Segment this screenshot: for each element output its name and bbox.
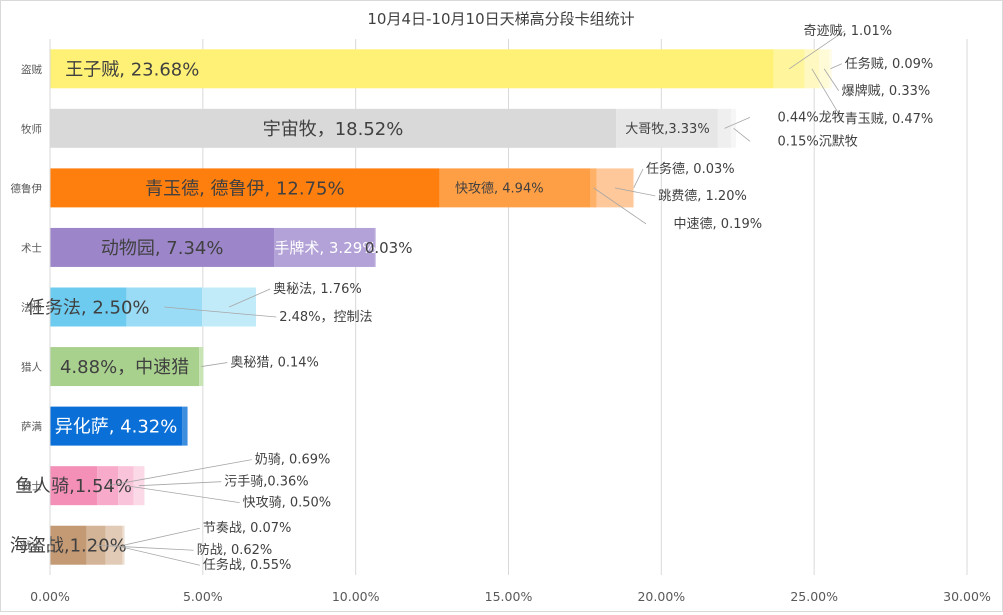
leader-line (830, 63, 842, 70)
bar-segment (596, 168, 634, 208)
data-label: 节奏战, 0.07% (203, 521, 292, 536)
leader-line (811, 68, 843, 119)
data-label: 跳费德, 1.20% (658, 189, 747, 204)
leader-line (789, 30, 846, 70)
bar-segment (717, 108, 732, 148)
data-label: 4.88%，中速猎 (60, 357, 189, 378)
bar-segment (50, 108, 617, 148)
y-category-label: 德鲁伊 (11, 182, 43, 195)
bar-segment (439, 168, 591, 208)
data-label: 奥秘猎, 0.14% (230, 356, 319, 371)
data-label: 鱼人骑,1.54% (15, 476, 132, 497)
leader-line (113, 544, 200, 566)
data-label: 2.48%，控制法 (279, 310, 372, 325)
leader-line (164, 306, 277, 318)
bar-segment (50, 406, 183, 446)
data-label: 奥秘法, 1.76% (273, 282, 362, 297)
data-label: 海盗战,1.20% (10, 536, 127, 557)
bar-segment (50, 347, 200, 387)
label-layer: 王子贼, 23.68% 奇迹贼, 1.01% 青玉贼, 0.47% 爆牌贼, 0.33… (10, 23, 933, 573)
x-tick-label: 20.00% (637, 589, 685, 604)
y-category-label: 盗贼 (21, 63, 42, 76)
bar-segment (118, 466, 134, 506)
y-category-label: 萨满 (21, 421, 42, 433)
x-tick-label: 25.00% (790, 589, 838, 604)
data-label: 青玉贼, 0.47% (845, 112, 934, 127)
leader-line (123, 527, 200, 546)
bar-segment (50, 168, 440, 208)
leader-line (633, 168, 644, 189)
chart-title: 10月4日-10月10日天梯高分段卡组统计 (367, 10, 634, 28)
leader-line (138, 481, 222, 487)
data-label: 大哥牧,3.33% (625, 122, 709, 137)
leader-line (593, 187, 647, 225)
bar-segment (50, 466, 98, 506)
data-label: 异化萨, 4.32% (55, 417, 178, 438)
x-tick-label: 5.00% (183, 589, 223, 604)
leader-line (724, 116, 751, 129)
data-label: 防战, 0.62% (197, 542, 273, 558)
data-label: 0.15%沉默牧 (777, 133, 857, 149)
leader-line (733, 128, 751, 142)
data-label: 手牌术, 3.29% (274, 239, 376, 257)
leader-line (614, 187, 656, 197)
y-category-label: 术士 (21, 241, 42, 254)
data-label: 快攻德, 4.94% (455, 182, 544, 197)
bar-layer (50, 49, 832, 565)
data-label: 快攻骑, 0.50% (243, 496, 332, 511)
leader-line (228, 288, 271, 308)
data-label: 0.03% (365, 239, 413, 257)
leader-line (107, 459, 252, 487)
data-label: 0.44%龙牧 (777, 110, 844, 125)
bar-segment (616, 108, 718, 148)
x-tick-label: 0.00% (30, 589, 70, 604)
data-label: 爆牌贼, 0.33% (842, 83, 931, 99)
y-category-label: 战士 (21, 539, 42, 552)
data-label: 任务法, 2.50% (27, 297, 150, 318)
y-category-label: 牧师 (21, 122, 42, 135)
data-label: 奇迹贼, 1.01% (804, 23, 893, 39)
data-label: 动物园, 7.34% (101, 238, 224, 259)
data-label: 任务贼, 0.09% (845, 56, 934, 72)
leader-line (96, 544, 194, 551)
data-label: 青玉德, 德鲁伊, 12.75% (145, 178, 345, 199)
leader-line (201, 362, 228, 367)
data-label: 中速德, 0.19% (674, 217, 763, 232)
x-tick-label: 15.00% (485, 589, 533, 604)
leader-line (125, 485, 240, 504)
bar-segment (374, 227, 376, 267)
y-category-label: 骑士 (21, 480, 42, 493)
bar-segment (50, 525, 87, 565)
axis-layer: 0.00% 5.00% 10.00% 15.00% 20.00% 25.00% 30.00%… (11, 39, 991, 604)
data-label: 污手骑,0.36% (224, 475, 308, 490)
data-label: 任务战, 0.55% (203, 557, 292, 573)
x-tick-label: 10.00% (332, 589, 380, 604)
leader-line (823, 68, 840, 91)
y-category-label: 法师 (21, 301, 42, 314)
bar-segment (182, 406, 188, 446)
data-label: 王子贼, 23.68% (65, 59, 199, 80)
bar-segment (274, 227, 375, 267)
x-tick-label: 30.00% (943, 589, 991, 604)
bar-segment (50, 287, 127, 327)
y-category-label: 猎人 (21, 361, 42, 374)
bar-segment (50, 49, 774, 89)
data-label: 任务德, 0.03% (646, 161, 735, 177)
data-label: 奶骑, 0.69% (255, 453, 331, 468)
data-label: 宇宙牧，18.52% (263, 119, 404, 140)
bar-segment (50, 227, 275, 267)
